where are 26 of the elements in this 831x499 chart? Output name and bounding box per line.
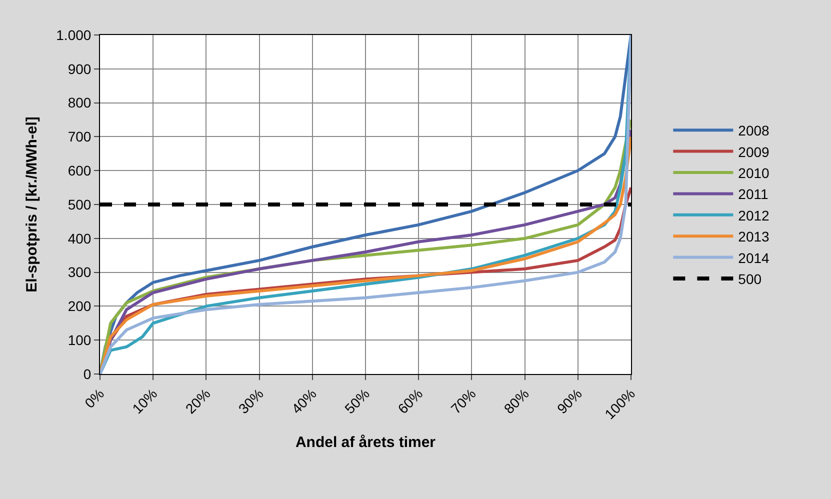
y-tick-label: 300: [68, 264, 92, 280]
y-tick-label: 0: [83, 366, 92, 382]
y-tick-label: 700: [68, 128, 92, 145]
legend-label: 2012: [738, 207, 770, 224]
legend-label: 500: [738, 270, 762, 287]
y-tick-label: 800: [68, 94, 92, 111]
legend-label: 2014: [738, 250, 770, 266]
x-tick-label: 0%: [81, 386, 108, 412]
legend-label: 2008: [738, 122, 770, 139]
y-tick-label: 100: [68, 332, 92, 348]
legend-label: 2009: [738, 144, 770, 160]
legend-label: 2013: [738, 228, 770, 245]
y-tick-label: 500: [68, 196, 92, 212]
x-axis-title: Andel af årets timer: [295, 434, 436, 452]
legend-label: 2010: [738, 164, 770, 181]
y-tick-label: 400: [68, 230, 92, 246]
y-tick-label: 600: [68, 162, 92, 178]
legend-label: 2011: [738, 186, 768, 202]
y-tick-label: 1.000: [56, 26, 92, 43]
y-tick-label: 900: [68, 60, 92, 77]
line-series: [100, 35, 631, 374]
x-tick-label: 60%: [394, 386, 426, 417]
y-axis-title: El-spotpris / [kr./MWh-el]: [23, 116, 40, 292]
x-tick-label: 70%: [448, 386, 479, 417]
y-tick-label: 200: [68, 298, 92, 314]
x-tick-label: 40%: [288, 386, 320, 417]
